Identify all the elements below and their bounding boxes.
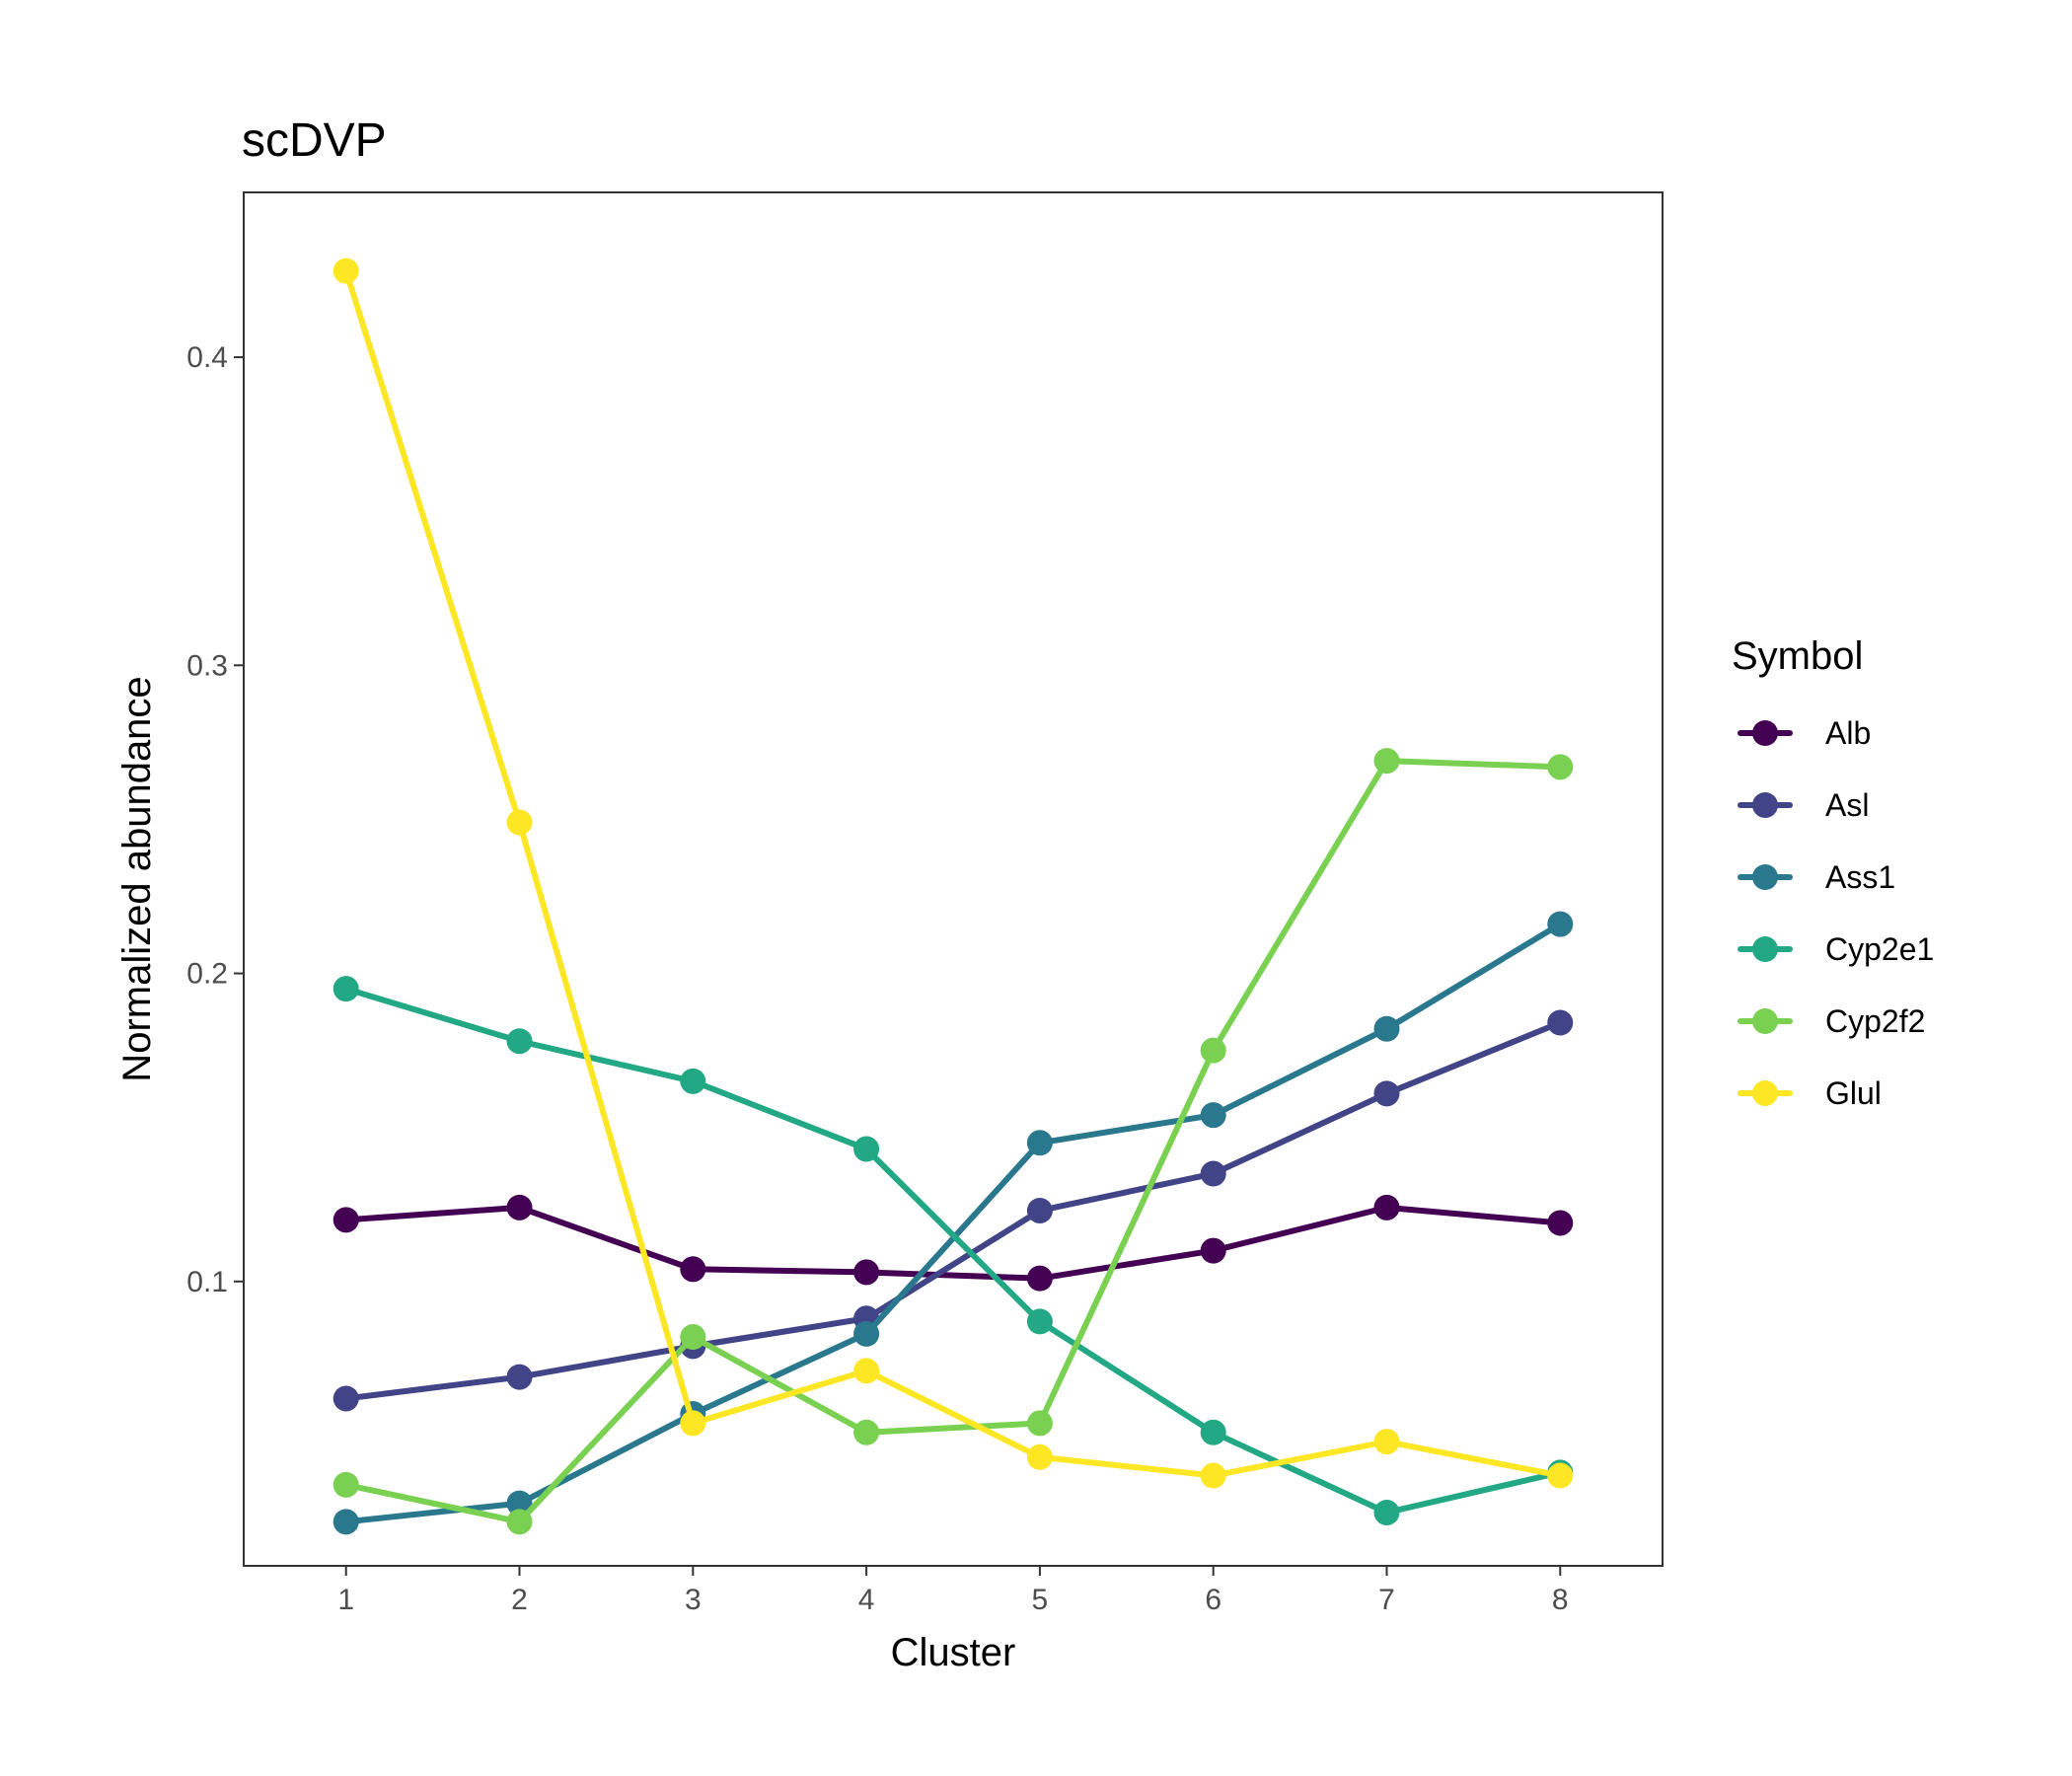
data-point [1547,911,1574,937]
data-point [1026,1410,1053,1437]
data-point [506,809,533,836]
data-point [506,1509,533,1535]
chart-title: scDVP [242,114,387,167]
series-glul [333,258,1574,1489]
data-point [1200,1419,1226,1445]
data-point [333,1207,359,1233]
data-point [1200,1462,1226,1489]
data-point [1200,1102,1226,1129]
y-axis-title: Normalized abundance [115,676,159,1081]
legend: Symbol Alb Asl Ass1 Cyp2e1 Cyp2f2 Glul [1732,634,1934,1111]
legend-key-marker [1752,936,1778,962]
legend-key-marker [1752,1008,1778,1034]
legend-item-cyp2f2: Cyp2f2 [1738,1003,1925,1039]
legend-label: Cyp2e1 [1825,931,1934,967]
y-tick-label: 0.3 [186,649,228,682]
data-point [1373,1429,1400,1455]
data-point [333,1385,359,1412]
series-line [342,267,1564,1479]
data-point [333,1471,359,1498]
legend-key-marker [1752,792,1778,818]
data-point [1373,748,1400,775]
legend-title: Symbol [1732,634,1863,678]
legend-label: Ass1 [1825,859,1895,895]
data-point [853,1419,880,1445]
data-point [1026,1308,1053,1335]
data-point [680,1068,706,1094]
x-tick-label: 5 [1032,1584,1049,1616]
data-point [333,1509,359,1535]
legend-item-glul: Glul [1738,1075,1882,1111]
plot-panel [243,191,1664,1567]
data-point [1026,1130,1053,1156]
legend-key-marker [1752,1080,1778,1106]
x-tick-label: 1 [337,1584,354,1616]
legend-key-marker [1752,720,1778,746]
y-tick-label: 0.1 [186,1266,228,1298]
x-tick-label: 7 [1378,1584,1395,1616]
data-point [1547,1210,1574,1236]
legend-key-marker [1752,864,1778,890]
x-tick-label: 2 [511,1584,528,1616]
data-point [333,258,359,284]
y-tick-label: 0.2 [186,958,228,991]
x-tick-label: 8 [1552,1584,1569,1616]
y-tick-label: 0.4 [186,341,228,374]
data-point [1547,754,1574,780]
data-point [680,1410,706,1437]
legend-label: Asl [1825,787,1869,823]
data-point [1200,1160,1226,1187]
data-point [1026,1197,1053,1223]
series-line [342,986,1564,1516]
legend-items: Alb Asl Ass1 Cyp2e1 Cyp2f2 Glul [1738,715,1934,1111]
data-point [1373,1499,1400,1525]
series-alb [333,1194,1574,1292]
data-point [506,1028,533,1055]
data-point [1200,1037,1226,1064]
series-layer [333,258,1574,1535]
data-point [1373,1194,1400,1221]
data-point [333,976,359,1002]
data-point [853,1320,880,1347]
data-point [1373,1015,1400,1042]
series-line [342,758,1564,1525]
legend-label: Cyp2f2 [1825,1003,1925,1039]
data-point [680,1256,706,1283]
data-point [1200,1237,1226,1264]
data-point [853,1136,880,1162]
legend-item-ass1: Ass1 [1738,859,1895,895]
data-point [1026,1443,1053,1470]
x-tick-label: 4 [858,1584,875,1616]
data-point [506,1194,533,1221]
x-tick-label: 3 [685,1584,702,1616]
data-point [1026,1265,1053,1292]
x-axis: 1 2 3 4 5 6 7 8 [337,1566,1569,1616]
series-cyp2f2 [333,748,1574,1535]
data-point [1547,1009,1574,1036]
legend-item-cyp2e1: Cyp2e1 [1738,931,1934,967]
legend-item-alb: Alb [1738,715,1871,751]
x-tick-label: 6 [1205,1584,1221,1616]
legend-label: Glul [1825,1075,1882,1111]
data-point [506,1490,533,1517]
data-point [680,1324,706,1350]
series-line [342,1019,1564,1402]
data-point [1373,1080,1400,1107]
legend-label: Alb [1825,715,1871,751]
data-point [853,1358,880,1384]
data-point [506,1364,533,1390]
y-axis: 0.1 0.2 0.3 0.4 [186,341,244,1298]
data-point [1547,1462,1574,1489]
x-axis-title: Cluster [891,1631,1016,1674]
series-line [342,1204,1564,1282]
legend-item-asl: Asl [1738,787,1869,823]
data-point [853,1259,880,1286]
